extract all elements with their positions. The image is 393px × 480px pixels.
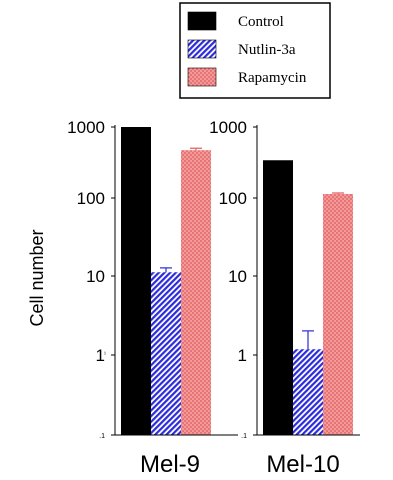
legend-label: Control [238,14,284,30]
y-axis-title: Cell number [27,229,47,326]
bar-control [121,127,151,435]
bar-rapamycin [181,150,211,435]
y-tick-label: 10 [86,267,105,286]
bar-nutlin-3a [151,272,181,435]
legend: Control Nutlin-3a Rapamycin [179,2,331,99]
tick-superscript: ¹ [104,352,106,358]
panel-mel-9: 1000 100 10 1 .1 Mel-9 [67,118,238,478]
x-axis-label-mel-9: Mel-9 [140,451,200,478]
y-tick-label: 1000 [67,118,105,137]
y-tick-label: 1000 [209,118,247,137]
y-tick-label: .1 [241,433,247,440]
y-tick-label: 1 [96,346,105,365]
y-tick-label: .1 [99,433,105,440]
y-tick-label: 100 [77,189,105,208]
y-tick-label: 1 [238,346,247,365]
legend-swatch-hatch [187,39,217,59]
bar-rapamycin [323,193,353,435]
y-tick-label: 10 [228,267,247,286]
legend-swatch-solid [187,11,217,31]
x-axis-label-mel-10: Mel-10 [266,451,339,478]
bar-control [263,160,293,435]
panel-mel-10: 1000 100 10 1 .1 Mel-10 [209,118,360,478]
legend-label: Rapamycin [238,70,307,86]
legend-swatch-dots [187,67,217,87]
legend-label: Nutlin-3a [238,42,296,58]
bar-nutlin-3a [293,349,323,435]
y-tick-label: 100 [219,189,247,208]
